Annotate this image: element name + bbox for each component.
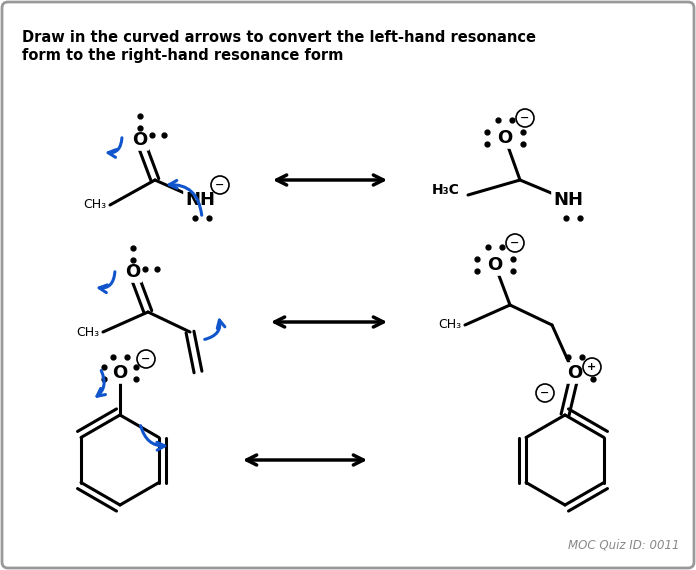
Circle shape bbox=[211, 176, 229, 194]
Text: −: − bbox=[141, 354, 151, 364]
FancyArrowPatch shape bbox=[205, 320, 225, 339]
Text: +: + bbox=[587, 362, 596, 372]
FancyArrowPatch shape bbox=[141, 426, 165, 450]
Text: O: O bbox=[487, 256, 503, 274]
Text: MOC Quiz ID: 0011: MOC Quiz ID: 0011 bbox=[569, 539, 680, 552]
Text: −: − bbox=[510, 238, 520, 248]
Text: CH₃: CH₃ bbox=[76, 325, 99, 339]
Text: O: O bbox=[112, 364, 127, 382]
Text: O: O bbox=[498, 129, 513, 147]
Text: CH₃: CH₃ bbox=[83, 198, 106, 211]
Circle shape bbox=[506, 234, 524, 252]
Circle shape bbox=[583, 358, 601, 376]
Text: NH: NH bbox=[553, 191, 583, 209]
Text: form to the right-hand resonance form: form to the right-hand resonance form bbox=[22, 48, 343, 63]
FancyArrowPatch shape bbox=[169, 181, 202, 215]
FancyArrowPatch shape bbox=[108, 138, 122, 157]
Text: NH: NH bbox=[185, 191, 215, 209]
Text: −: − bbox=[540, 388, 550, 398]
Circle shape bbox=[536, 384, 554, 402]
Text: O: O bbox=[125, 263, 141, 281]
Text: −: − bbox=[521, 113, 530, 123]
FancyArrowPatch shape bbox=[97, 370, 106, 396]
Text: O: O bbox=[567, 364, 583, 382]
Circle shape bbox=[137, 350, 155, 368]
Text: H₃C: H₃C bbox=[432, 183, 460, 197]
Text: −: − bbox=[215, 180, 225, 190]
Text: CH₃: CH₃ bbox=[438, 319, 461, 332]
FancyArrowPatch shape bbox=[99, 272, 115, 292]
Text: O: O bbox=[132, 131, 148, 149]
Circle shape bbox=[516, 109, 534, 127]
Text: Draw in the curved arrows to convert the left-hand resonance: Draw in the curved arrows to convert the… bbox=[22, 30, 536, 45]
